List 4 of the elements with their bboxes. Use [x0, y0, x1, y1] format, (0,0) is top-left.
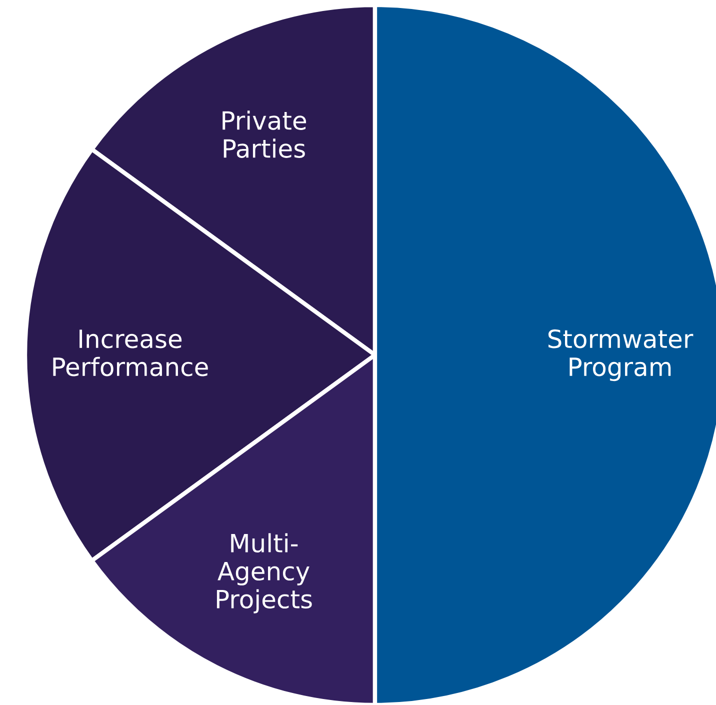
slice-label: Stormwater Program — [548, 329, 694, 382]
slice-label: Private Parties — [222, 110, 306, 158]
slice-label: Multi-Agency Projects — [216, 533, 312, 614]
slice-label: Increase Performance — [53, 330, 208, 376]
